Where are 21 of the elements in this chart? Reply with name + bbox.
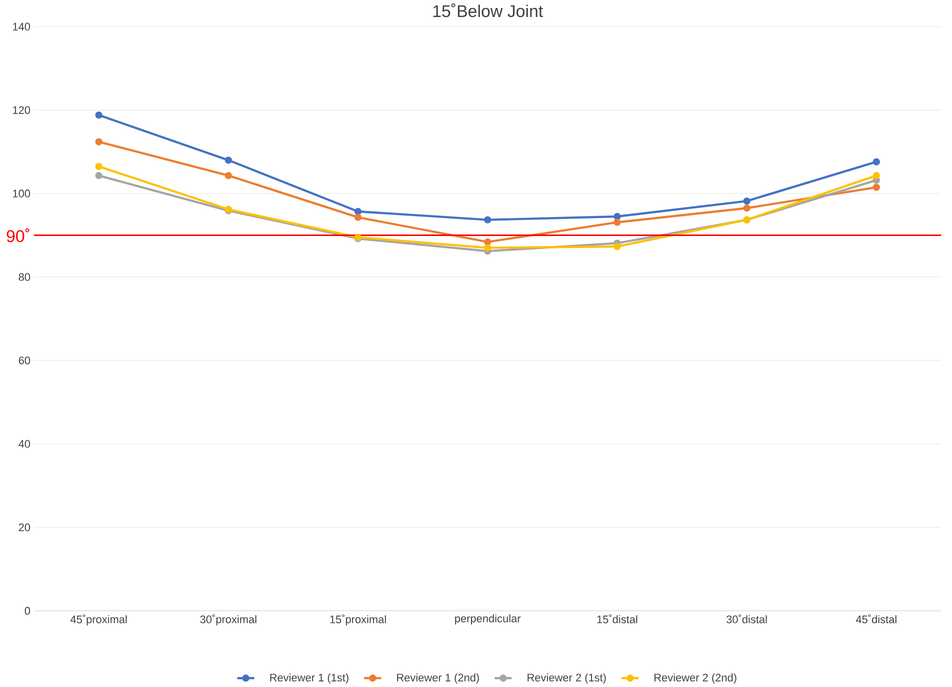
x-tick-label: 15˚proximal [330,614,386,626]
x-tick-label: 30˚proximal [200,614,256,626]
x-tick-label: 30˚distal [726,614,767,624]
y-tick-label: 20 [18,524,30,532]
legend-label: Reviewer 2 (1st) [528,673,606,684]
x-tick-label: perpendicular [455,614,521,625]
y-tick-label: 120 [13,106,30,114]
y-tick-label: 80 [18,273,30,281]
y-tick-label: 140 [13,22,30,31]
x-tick-label: 45˚proximal [70,614,127,626]
chart-title: 15˚Below Joint [433,3,543,18]
y-tick-label: 60 [18,356,30,364]
ref-line-label: 90˚ [6,228,30,242]
x-tick-label: 15˚distal [597,614,638,624]
legend-label: Reviewer 1 (2nd) [397,673,479,684]
x-tick-label: 45˚distal [856,614,896,624]
y-tick-label: 100 [13,190,30,198]
y-tick-label: 0 [24,607,30,615]
legend-label: Reviewer 2 (2nd) [654,673,736,684]
y-tick-label: 40 [18,440,30,448]
legend-label: Reviewer 1 (1st) [270,673,348,684]
